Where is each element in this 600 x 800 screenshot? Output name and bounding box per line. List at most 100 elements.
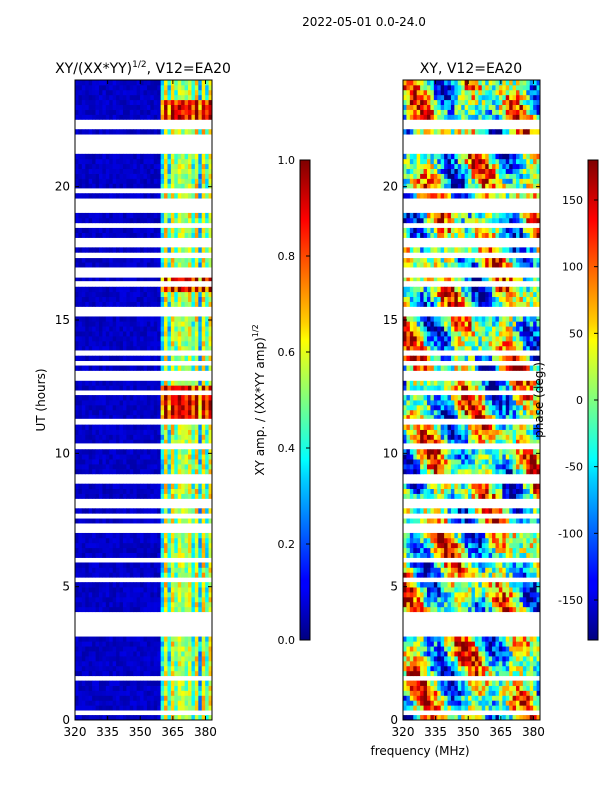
amplitude-cell	[105, 286, 110, 293]
phase-cell	[433, 690, 438, 696]
amplitude-cell	[194, 80, 199, 86]
amplitude-cell	[205, 227, 209, 234]
phase-cell	[488, 705, 493, 711]
amplitude-cell	[201, 163, 206, 170]
amplitude-cell	[205, 641, 209, 647]
amplitude-cell	[136, 163, 141, 170]
amplitude-cell	[95, 193, 100, 199]
amplitude-cell	[105, 109, 110, 115]
phase-cell	[498, 532, 503, 539]
phase-cell	[492, 542, 496, 549]
phase-cell	[516, 700, 520, 706]
phase-cell	[495, 552, 500, 558]
amplitude-cell	[85, 173, 90, 179]
amplitude-cell	[81, 572, 86, 578]
amplitude-cell	[167, 454, 172, 460]
amplitude-cell	[164, 459, 168, 465]
phase-cell	[498, 488, 503, 494]
amplitude-cell	[140, 582, 144, 588]
amplitude-cell	[170, 365, 175, 371]
amplitude-cell	[198, 439, 203, 445]
amplitude-cell	[78, 434, 83, 440]
amplitude-cell	[85, 291, 90, 298]
amplitude-cell	[95, 173, 100, 179]
amplitude-cell	[164, 404, 168, 411]
amplitude-cell	[146, 331, 151, 337]
phase-cell	[529, 518, 534, 524]
phase-cell	[420, 601, 424, 608]
phase-cell	[505, 582, 510, 588]
amplitude-cell	[143, 326, 148, 332]
amplitude-cell	[133, 109, 138, 115]
amplitude-cell	[133, 409, 138, 416]
amplitude-cell	[98, 316, 103, 322]
amplitude-cell	[78, 670, 83, 677]
amplitude-cell	[170, 89, 175, 96]
amplitude-data-gap	[75, 677, 212, 680]
phase-cell	[437, 552, 442, 558]
amplitude-cell	[143, 212, 148, 219]
amplitude-cell	[188, 291, 192, 298]
phase-cell	[516, 537, 520, 544]
amplitude-cell	[170, 316, 175, 322]
amplitude-cell	[92, 232, 96, 238]
amplitude-cell	[98, 232, 103, 238]
amplitude-cell	[102, 700, 107, 706]
amplitude-cell	[201, 257, 206, 263]
amplitude-cell	[153, 414, 158, 421]
phase-cell	[478, 656, 483, 662]
phase-cell	[403, 665, 407, 672]
phase-cell	[516, 690, 520, 696]
phase-cell	[495, 715, 500, 720]
amplitude-cell	[188, 404, 192, 411]
amplitude-cell	[85, 636, 90, 642]
amplitude-cell	[194, 601, 199, 608]
phase-cell	[495, 518, 500, 524]
phase-cell	[403, 547, 407, 554]
amplitude-cell	[167, 173, 172, 179]
amplitude-cell	[181, 636, 185, 642]
phase-cell	[444, 636, 448, 642]
amplitude-cell	[126, 601, 131, 608]
amplitude-cell	[98, 636, 103, 642]
amplitude-cell	[122, 326, 127, 332]
amplitude-cell	[102, 606, 107, 613]
amplitude-cell	[133, 385, 138, 391]
phase-cell	[502, 705, 507, 711]
amplitude-cell	[170, 301, 175, 307]
amplitude-cell	[181, 685, 185, 691]
amplitude-cell	[105, 464, 110, 470]
amplitude-cell	[136, 562, 141, 568]
amplitude-cell	[184, 552, 189, 558]
phase-cell	[478, 562, 483, 568]
phase-cell	[468, 705, 472, 711]
amplitude-cell	[129, 257, 134, 263]
amplitude-cell	[184, 454, 189, 460]
phase-cell	[522, 572, 527, 578]
amplitude-cell	[174, 700, 179, 706]
phase-cell	[440, 690, 445, 696]
amplitude-cell	[160, 84, 165, 91]
phase-cell	[468, 582, 472, 588]
amplitude-cell	[191, 99, 196, 106]
amplitude-cell	[205, 296, 209, 302]
amplitude-cell	[140, 286, 144, 293]
amplitude-data-gap	[75, 622, 212, 626]
amplitude-cell	[78, 660, 83, 667]
amplitude-cell	[92, 439, 96, 445]
amplitude-cell	[143, 80, 148, 86]
amplitude-cell	[78, 173, 83, 179]
amplitude-cell	[164, 488, 168, 494]
amplitude-cell	[181, 400, 185, 406]
amplitude-cell	[167, 232, 172, 238]
amplitude-cell	[98, 158, 103, 165]
amplitude-cell	[122, 316, 127, 322]
amplitude-cell	[150, 104, 155, 110]
amplitude-cell	[167, 596, 172, 603]
amplitude-cell	[191, 84, 196, 91]
phase-cell	[409, 537, 414, 544]
amplitude-cell	[188, 286, 192, 293]
phase-cell	[485, 641, 490, 647]
phase-cell	[426, 695, 431, 701]
